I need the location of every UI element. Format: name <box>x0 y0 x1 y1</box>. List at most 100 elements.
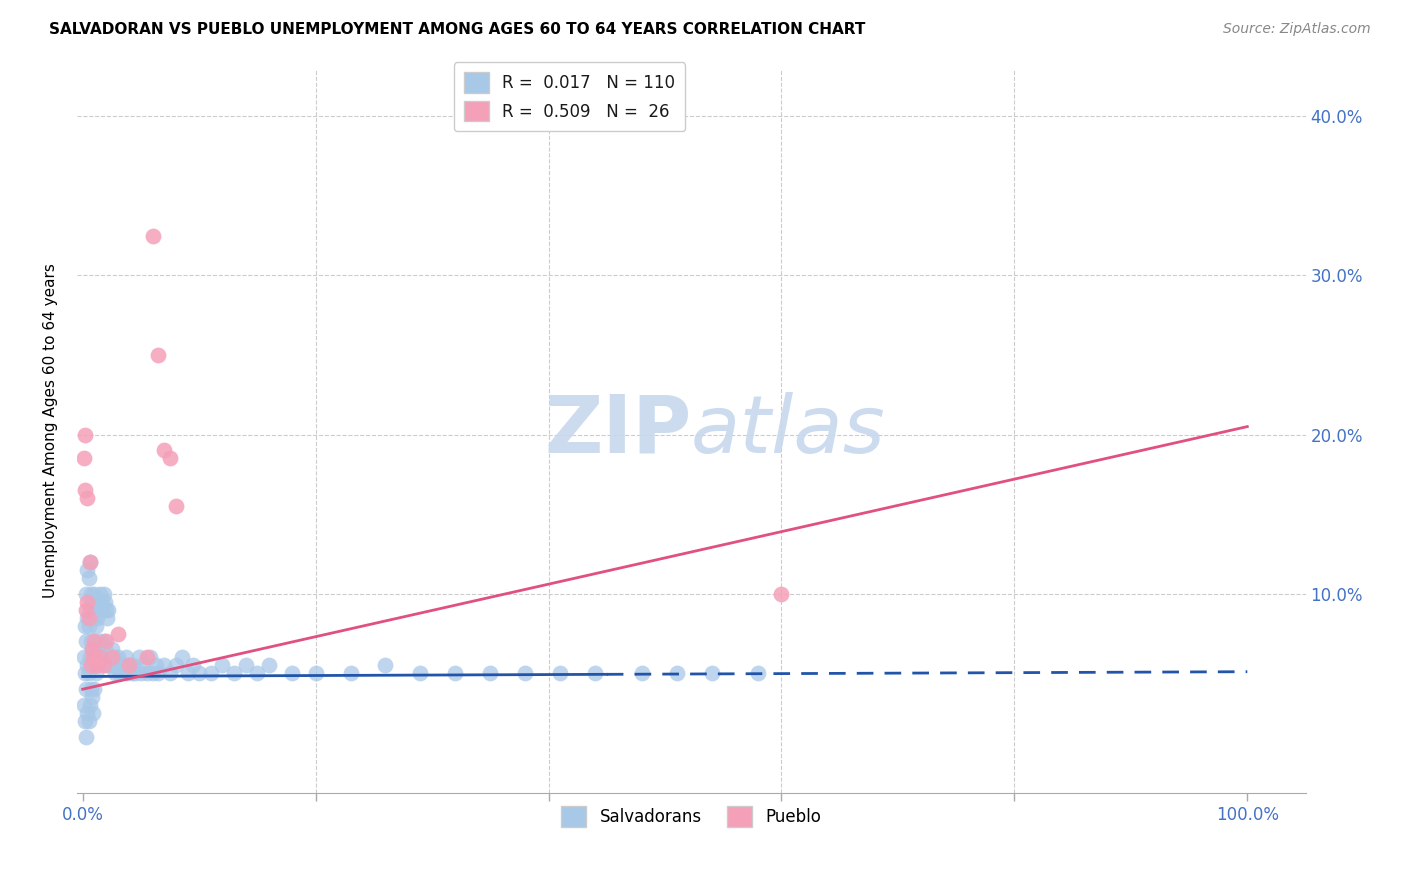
Point <box>82 706 104 720</box>
Point <box>82 610 104 624</box>
Point <box>515 666 537 681</box>
Point <box>101 642 124 657</box>
Point <box>770 587 793 601</box>
Point <box>80 595 103 609</box>
Point <box>89 587 111 601</box>
Point <box>90 602 112 616</box>
Point <box>153 658 176 673</box>
Point <box>246 666 269 681</box>
Point <box>75 682 97 697</box>
Point <box>80 658 103 673</box>
Point <box>94 595 117 609</box>
Point <box>75 634 97 648</box>
Point <box>73 451 96 466</box>
Point <box>75 587 97 601</box>
Point <box>118 658 141 673</box>
Point <box>183 658 205 673</box>
Point <box>93 587 115 601</box>
Point <box>142 666 165 681</box>
Point <box>165 499 187 513</box>
Point <box>94 642 117 657</box>
Point <box>124 666 146 681</box>
Point <box>77 571 100 585</box>
Point <box>747 666 769 681</box>
Point <box>93 634 115 648</box>
Point <box>83 634 105 648</box>
Point <box>583 666 606 681</box>
Point <box>211 658 233 673</box>
Point <box>77 714 100 728</box>
Point <box>79 555 101 569</box>
Legend: Salvadorans, Pueblo: Salvadorans, Pueblo <box>553 798 830 835</box>
Point <box>103 650 125 665</box>
Point <box>73 483 96 498</box>
Point <box>98 658 121 673</box>
Point <box>80 682 103 697</box>
Point <box>86 658 108 673</box>
Point <box>76 658 98 673</box>
Point <box>80 634 103 648</box>
Point <box>76 563 98 577</box>
Y-axis label: Unemployment Among Ages 60 to 64 years: Unemployment Among Ages 60 to 64 years <box>44 263 58 598</box>
Point <box>700 666 723 681</box>
Point <box>548 666 571 681</box>
Point <box>73 650 96 665</box>
Point <box>96 658 118 673</box>
Point <box>91 595 114 609</box>
Point <box>257 658 280 673</box>
Point <box>84 618 107 632</box>
Point <box>80 587 103 601</box>
Point <box>94 650 117 665</box>
Point <box>153 443 176 458</box>
Point <box>121 666 143 681</box>
Point <box>80 642 103 657</box>
Point <box>86 610 108 624</box>
Point <box>128 650 150 665</box>
Point <box>145 658 167 673</box>
Point <box>104 666 127 681</box>
Point <box>101 658 124 673</box>
Point <box>188 666 211 681</box>
Point <box>73 618 96 632</box>
Point <box>107 650 129 665</box>
Point <box>129 666 152 681</box>
Point <box>93 658 115 673</box>
Point <box>73 698 96 712</box>
Point <box>165 658 187 673</box>
Text: SALVADORAN VS PUEBLO UNEMPLOYMENT AMONG AGES 60 TO 64 YEARS CORRELATION CHART: SALVADORAN VS PUEBLO UNEMPLOYMENT AMONG … <box>49 22 866 37</box>
Point <box>76 706 98 720</box>
Point <box>444 666 467 681</box>
Point <box>409 666 432 681</box>
Point <box>159 451 181 466</box>
Point <box>148 666 170 681</box>
Point <box>374 658 396 673</box>
Point <box>73 427 96 442</box>
Point <box>630 666 652 681</box>
Point <box>86 658 108 673</box>
Point <box>135 666 157 681</box>
Point <box>76 610 98 624</box>
Point <box>80 642 103 657</box>
Point <box>107 666 129 681</box>
Point <box>97 650 120 665</box>
Point <box>84 666 107 681</box>
Point <box>79 650 101 665</box>
Point <box>200 666 222 681</box>
Point <box>87 642 110 657</box>
Point <box>79 555 101 569</box>
Point <box>339 666 361 681</box>
Text: ZIP: ZIP <box>544 392 692 469</box>
Point <box>281 666 304 681</box>
Point <box>87 650 110 665</box>
Point <box>170 650 193 665</box>
Point <box>132 658 155 673</box>
Point <box>112 658 135 673</box>
Point <box>76 595 98 609</box>
Point <box>176 666 198 681</box>
Point <box>75 602 97 616</box>
Point <box>110 666 132 681</box>
Point <box>665 666 688 681</box>
Point <box>139 650 162 665</box>
Point <box>76 491 98 506</box>
Point <box>142 228 165 243</box>
